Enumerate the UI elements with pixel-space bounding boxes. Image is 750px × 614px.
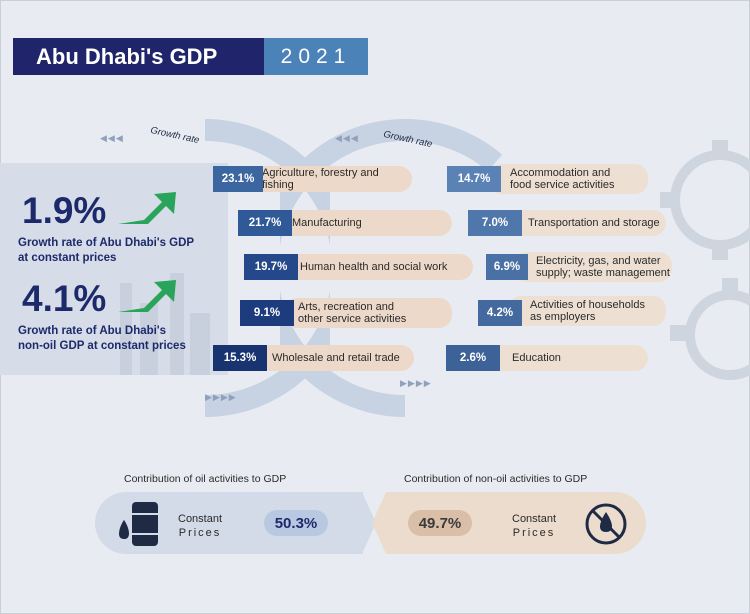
sector-label: Accommodation and food service activities <box>488 164 648 194</box>
oil-barrel-icon <box>117 502 158 546</box>
gear-icon <box>660 140 750 380</box>
no-oil-icon <box>585 503 627 545</box>
sector-value: 19.7% <box>244 254 298 280</box>
arrows-icon: ◀◀◀ <box>335 133 359 143</box>
trend-up-arrow-icon <box>118 192 176 224</box>
skyline-building <box>120 283 132 375</box>
gdp-growth-value: 1.9% <box>22 190 107 231</box>
oil-contribution-label: Contribution of oil activities to GDP <box>124 473 287 485</box>
sector-value: 7.0% <box>468 210 522 236</box>
growth-arc-left <box>204 119 330 417</box>
trend-up-arrow-icon <box>118 280 176 312</box>
nonoil-constant-prices: Constant Prices <box>512 513 557 539</box>
summary-panel <box>0 163 228 375</box>
skyline-building <box>190 313 210 375</box>
sector-label: Arts, recreation and other service activi… <box>284 298 452 328</box>
growth-arc-right <box>280 118 503 417</box>
bubble-pointer <box>372 492 386 554</box>
nonoil-contribution-value: 49.7% <box>408 510 472 536</box>
nonoil-growth-label-1: Growth rate of Abu Dhabi's <box>18 325 166 337</box>
gdp-growth-label-1: Growth rate of Abu Dhabi's GDP <box>18 237 195 249</box>
sector-label: Manufacturing <box>278 210 452 236</box>
sector-label: Electricity, gas, and water supply; waste… <box>514 252 672 282</box>
sector-value: 23.1% <box>213 166 263 192</box>
year-badge: 2021 <box>264 38 368 75</box>
sector-label: Agriculture, forestry and fishing <box>248 166 412 192</box>
sector-value: 15.3% <box>213 345 267 371</box>
sector-value: 4.2% <box>478 300 522 326</box>
sector-label: Education <box>486 345 648 371</box>
nonoil-growth-label-2: non-oil GDP at constant prices <box>18 340 186 352</box>
sector-value: 9.1% <box>240 300 294 326</box>
sector-value: 6.9% <box>486 254 528 280</box>
page-title: Abu Dhabi's GDP <box>13 38 265 75</box>
oil-constant-prices: Constant Prices <box>178 513 223 539</box>
gdp-growth-label-2: at constant prices <box>18 252 117 264</box>
sector-label: Transportation and storage <box>508 210 666 236</box>
sector-label: Human health and social work <box>286 254 473 280</box>
arrows-icon: ▶▶▶▶ <box>400 378 432 388</box>
oil-contribution-value: 50.3% <box>264 510 328 536</box>
nonoil-growth-value: 4.1% <box>22 278 107 319</box>
bubble-pointer <box>362 492 376 554</box>
sector-label: Activities of households as employers <box>508 296 666 326</box>
sector-value: 21.7% <box>238 210 292 236</box>
arrows-icon: ◀◀◀ <box>100 133 124 143</box>
nonoil-contribution-label: Contribution of non-oil activities to GD… <box>404 473 588 485</box>
skyline-building <box>140 303 158 375</box>
sector-value: 14.7% <box>447 166 501 192</box>
sector-value: 2.6% <box>446 345 500 371</box>
sector-label: Wholesale and retail trade <box>258 345 414 371</box>
arrows-icon: ▶▶▶▶ <box>205 392 237 402</box>
